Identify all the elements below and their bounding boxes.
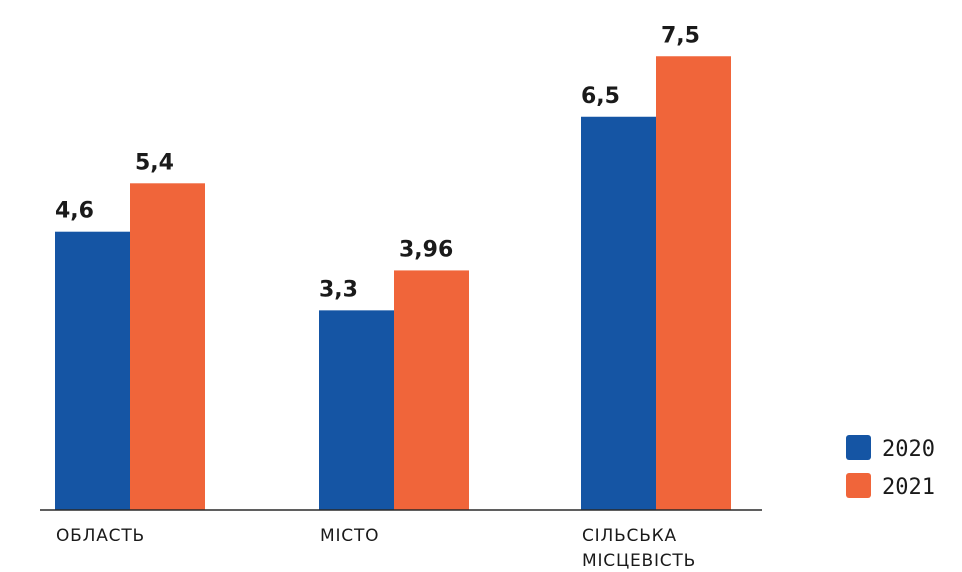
bar-2021-0 (130, 183, 205, 511)
legend-label-2020: 2020 (882, 437, 935, 462)
legend-label-2021: 2021 (882, 475, 935, 500)
bar-2021-1 (394, 270, 469, 510)
data-label-2021-0: 5,4 (135, 150, 174, 175)
data-label-2020-2: 6,5 (581, 84, 620, 109)
bar-2021-2 (656, 56, 731, 510)
data-label-2020-1: 3,3 (319, 277, 358, 302)
bar-2020-1 (319, 310, 394, 510)
value-labels-layer: 4,6 5,4 3,3 3,96 6,5 7,5 (55, 23, 700, 302)
bar-2020-0 (55, 231, 130, 510)
data-label-2021-2: 7,5 (661, 23, 700, 48)
x-tick-label-0-0: ОБЛАСТЬ (56, 526, 145, 546)
x-tick-label-2-0: СІЛЬСЬКА (582, 526, 677, 546)
legend: 2020 2021 (846, 435, 935, 500)
x-tick-label-1-0: МІСТО (320, 526, 379, 546)
bars-layer (55, 56, 731, 511)
x-tick-labels: ОБЛАСТЬ МІСТО СІЛЬСЬКА МІСЦЕВІСТЬ (56, 526, 696, 571)
data-label-2021-1: 3,96 (399, 237, 453, 262)
legend-swatch-2020 (846, 435, 871, 460)
bar-2020-2 (581, 116, 656, 510)
x-tick-label-2-1: МІСЦЕВІСТЬ (582, 551, 696, 571)
legend-swatch-2021 (846, 473, 871, 498)
data-label-2020-0: 4,6 (55, 199, 94, 224)
